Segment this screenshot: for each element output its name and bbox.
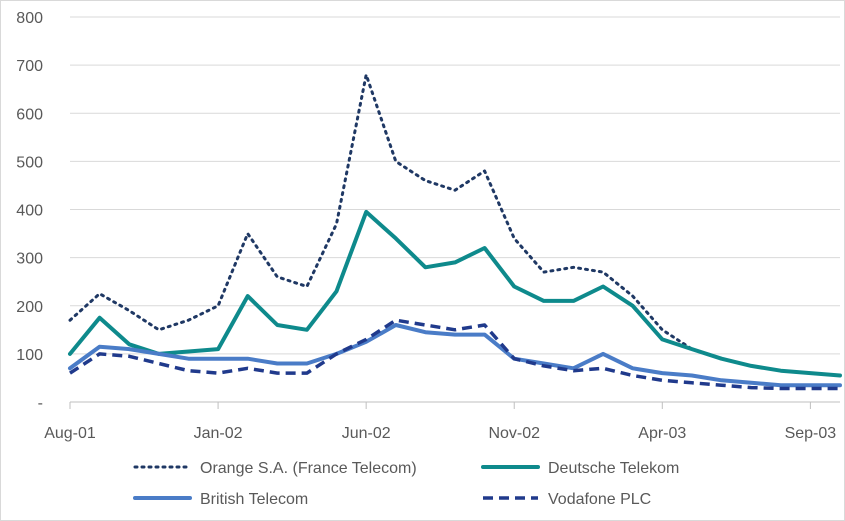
y-tick-label: 800 — [16, 10, 43, 27]
x-tick-label: Aug-01 — [44, 425, 96, 442]
legend-item: Orange S.A. (France Telecom) — [133, 460, 417, 477]
x-tick-label: Jun-02 — [342, 425, 391, 442]
series-line-british-telecom — [68, 323, 842, 388]
legend-label: Deutsche Telekom — [548, 460, 679, 477]
legend-item: Deutsche Telekom — [481, 460, 679, 477]
y-tick-label: 200 — [16, 299, 43, 316]
series-line-vodafone-plc — [69, 318, 840, 391]
legend-label: Orange S.A. (France Telecom) — [200, 460, 417, 477]
legend: Orange S.A. (France Telecom) Deutsche Tel… — [133, 460, 679, 508]
gridlines — [70, 16, 840, 355]
x-tick-label: Apr-03 — [638, 425, 686, 442]
y-axis-tick-labels: - 100 200 300 400 500 600 700 800 — [16, 10, 43, 412]
y-tick-label: 700 — [16, 58, 43, 75]
y-tick-label: 500 — [16, 154, 43, 171]
y-tick-label: 400 — [16, 203, 43, 220]
legend-label: Vodafone PLC — [548, 491, 651, 508]
y-tick-label: 100 — [16, 347, 43, 364]
x-tick-label: Sep-03 — [785, 425, 837, 442]
y-tick-label: 600 — [16, 106, 43, 123]
y-tick-label: - — [38, 395, 43, 412]
legend-label: British Telecom — [200, 491, 308, 508]
x-tick-label: Jan-02 — [194, 425, 243, 442]
x-tick-label: Nov-02 — [488, 425, 540, 442]
series-line-deutsche-telekom — [68, 209, 842, 378]
y-tick-label: 300 — [16, 251, 43, 268]
legend-item: Vodafone PLC — [483, 491, 651, 508]
legend-item: British Telecom — [133, 491, 308, 508]
series-lines — [68, 73, 842, 391]
x-axis: Aug-01 Jan-02 Jun-02 Nov-02 Apr-03 Sep-03 — [44, 401, 840, 442]
